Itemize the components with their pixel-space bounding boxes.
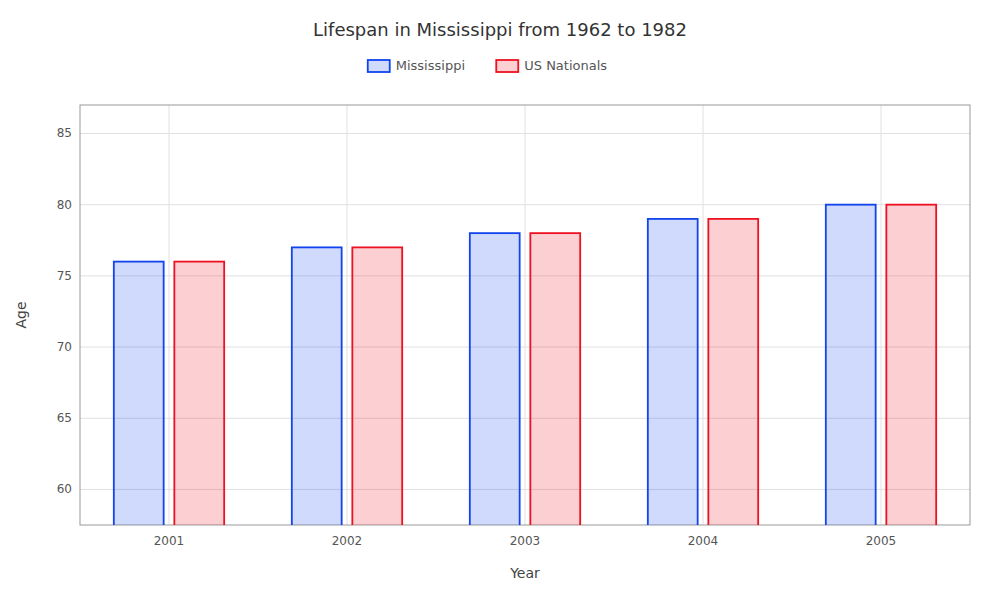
y-tick-label: 85: [57, 126, 72, 140]
bar: [826, 205, 876, 525]
x-axis-label: Year: [509, 565, 540, 581]
x-tick-label: 2002: [332, 534, 363, 548]
x-grid-line: [703, 105, 704, 525]
x-grid-line: [169, 105, 170, 525]
x-grid-line: [525, 105, 526, 525]
bar: [708, 219, 758, 525]
y-tick-label: 75: [57, 269, 72, 283]
x-tick-label: 2004: [688, 534, 719, 548]
x-grid-line: [347, 105, 348, 525]
bar: [648, 219, 698, 525]
x-tick-label: 2001: [154, 534, 185, 548]
bar: [470, 233, 520, 525]
legend-label: US Nationals: [524, 58, 607, 73]
y-tick-label: 65: [57, 411, 72, 425]
y-tick-label: 60: [57, 482, 72, 496]
bar: [174, 262, 224, 525]
bar: [114, 262, 164, 525]
bar: [530, 233, 580, 525]
y-axis-label: Age: [13, 301, 29, 328]
y-tick-label: 70: [57, 340, 72, 354]
bar: [292, 247, 342, 525]
legend-swatch: [368, 60, 390, 72]
chart: 60 65 70 75 80 85 2001 2002 2003 2004 2005 Year Age L…: [0, 0, 1000, 600]
legend: Mississippi US Nationals: [368, 58, 608, 73]
legend-label: Mississippi: [396, 58, 465, 73]
y-tick-label: 80: [57, 198, 72, 212]
legend-swatch: [496, 60, 518, 72]
x-tick-label: 2003: [510, 534, 541, 548]
bars: [114, 205, 936, 525]
x-grid-line: [881, 105, 882, 525]
bar: [352, 247, 402, 525]
chart-container: 60 65 70 75 80 85 2001 2002 2003 2004 2005 Year Age L…: [0, 0, 1000, 600]
x-tick-label: 2005: [866, 534, 897, 548]
title: Lifespan in Mississippi from 1962 to 198…: [313, 19, 687, 40]
bar: [886, 205, 936, 525]
